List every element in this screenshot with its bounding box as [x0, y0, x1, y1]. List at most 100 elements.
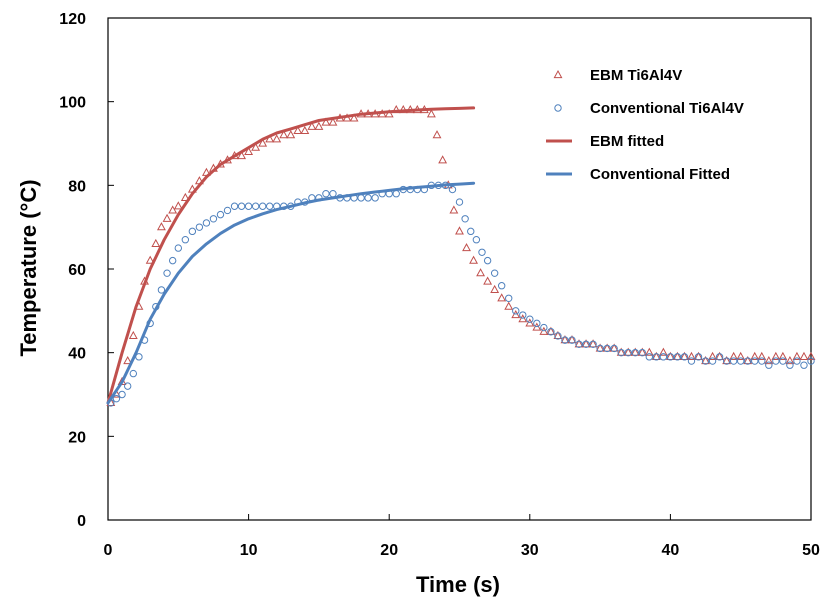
data-point [476, 268, 486, 277]
data-point [300, 125, 310, 135]
data-point [610, 344, 618, 353]
data-point [533, 319, 541, 328]
data-point [265, 202, 274, 210]
data-point [750, 351, 760, 360]
data-point [156, 222, 166, 231]
data-point [209, 215, 218, 223]
data-point [588, 339, 598, 348]
data-point [505, 294, 513, 302]
data-point [778, 351, 788, 360]
data-point [806, 351, 816, 360]
data-point [560, 335, 570, 344]
data-point [652, 353, 661, 361]
data-point [230, 202, 239, 210]
data-point [384, 109, 394, 118]
data-point [637, 347, 647, 356]
data-point [722, 355, 732, 365]
data-point [490, 269, 499, 277]
data-point [708, 357, 717, 365]
x-tick-label: 50 [802, 542, 820, 559]
data-point [112, 394, 121, 403]
data-point [708, 351, 718, 360]
data-point [472, 236, 481, 244]
data-point [602, 343, 612, 352]
data-point [722, 357, 731, 365]
data-point [202, 219, 211, 227]
data-point [518, 314, 528, 323]
x-tick-label: 20 [380, 542, 398, 559]
data-point [483, 256, 492, 265]
data-point [694, 353, 703, 361]
data-point [751, 357, 759, 365]
data-point [771, 351, 781, 360]
data-point [687, 351, 696, 360]
data-point [195, 223, 204, 231]
data-point [128, 330, 138, 340]
x-tick-label: 10 [240, 542, 258, 559]
legend-item: EBM Ti6Al4V [553, 67, 682, 84]
data-point [765, 361, 773, 369]
data-point [807, 357, 815, 365]
data-point [532, 322, 542, 331]
x-tick-label: 30 [521, 542, 539, 559]
data-point [293, 125, 303, 135]
data-point [483, 276, 493, 285]
series-ebm-fitted [106, 106, 476, 405]
x-tick-label: 0 [104, 542, 113, 559]
data-point [539, 326, 549, 335]
data-point [672, 351, 682, 360]
data-point [223, 206, 232, 215]
legend-swatch [553, 69, 563, 79]
data-point [321, 117, 331, 126]
fitted-line [106, 181, 476, 405]
data-point [244, 202, 253, 210]
axes: 0 10 20 30 40 50 0 20 40 60 80 100 120 [59, 11, 820, 559]
data-point [582, 340, 590, 348]
data-point [574, 339, 584, 348]
y-tick-label: 60 [68, 262, 86, 279]
series-conventional-ti6al4v [107, 181, 815, 407]
data-point [118, 390, 126, 399]
data-point [603, 344, 611, 353]
data-point [349, 113, 359, 122]
data-point [174, 244, 183, 252]
data-point [511, 309, 521, 319]
data-point [623, 347, 633, 356]
data-point [251, 142, 261, 151]
data-point [785, 355, 795, 365]
data-point [644, 347, 654, 356]
data-point [786, 361, 794, 369]
data-point [497, 293, 507, 302]
data-point [123, 382, 132, 390]
data-point [157, 286, 166, 294]
data-point [328, 117, 338, 126]
data-point [286, 130, 296, 139]
data-point [575, 340, 583, 348]
data-point [772, 357, 780, 365]
legend-label: Conventional Ti6Al4V [590, 100, 744, 117]
data-point [694, 351, 703, 360]
data-point [525, 318, 535, 327]
y-tick-label: 100 [59, 95, 86, 112]
data-point [426, 109, 436, 118]
data-point [673, 353, 682, 361]
data-point [645, 353, 654, 361]
data-point [554, 332, 562, 340]
data-point [392, 190, 400, 198]
data-point [462, 243, 471, 252]
legend-swatch [554, 104, 562, 112]
data-point [329, 190, 337, 198]
data-point [800, 361, 808, 369]
data-point [567, 335, 577, 344]
data-point [526, 315, 534, 323]
data-point [151, 238, 161, 247]
data-point [617, 348, 625, 357]
data-point [461, 215, 469, 223]
data-point [609, 343, 619, 352]
data-point [651, 351, 661, 360]
data-point [792, 351, 802, 360]
y-tick-label: 40 [68, 346, 86, 363]
data-point [448, 185, 457, 194]
